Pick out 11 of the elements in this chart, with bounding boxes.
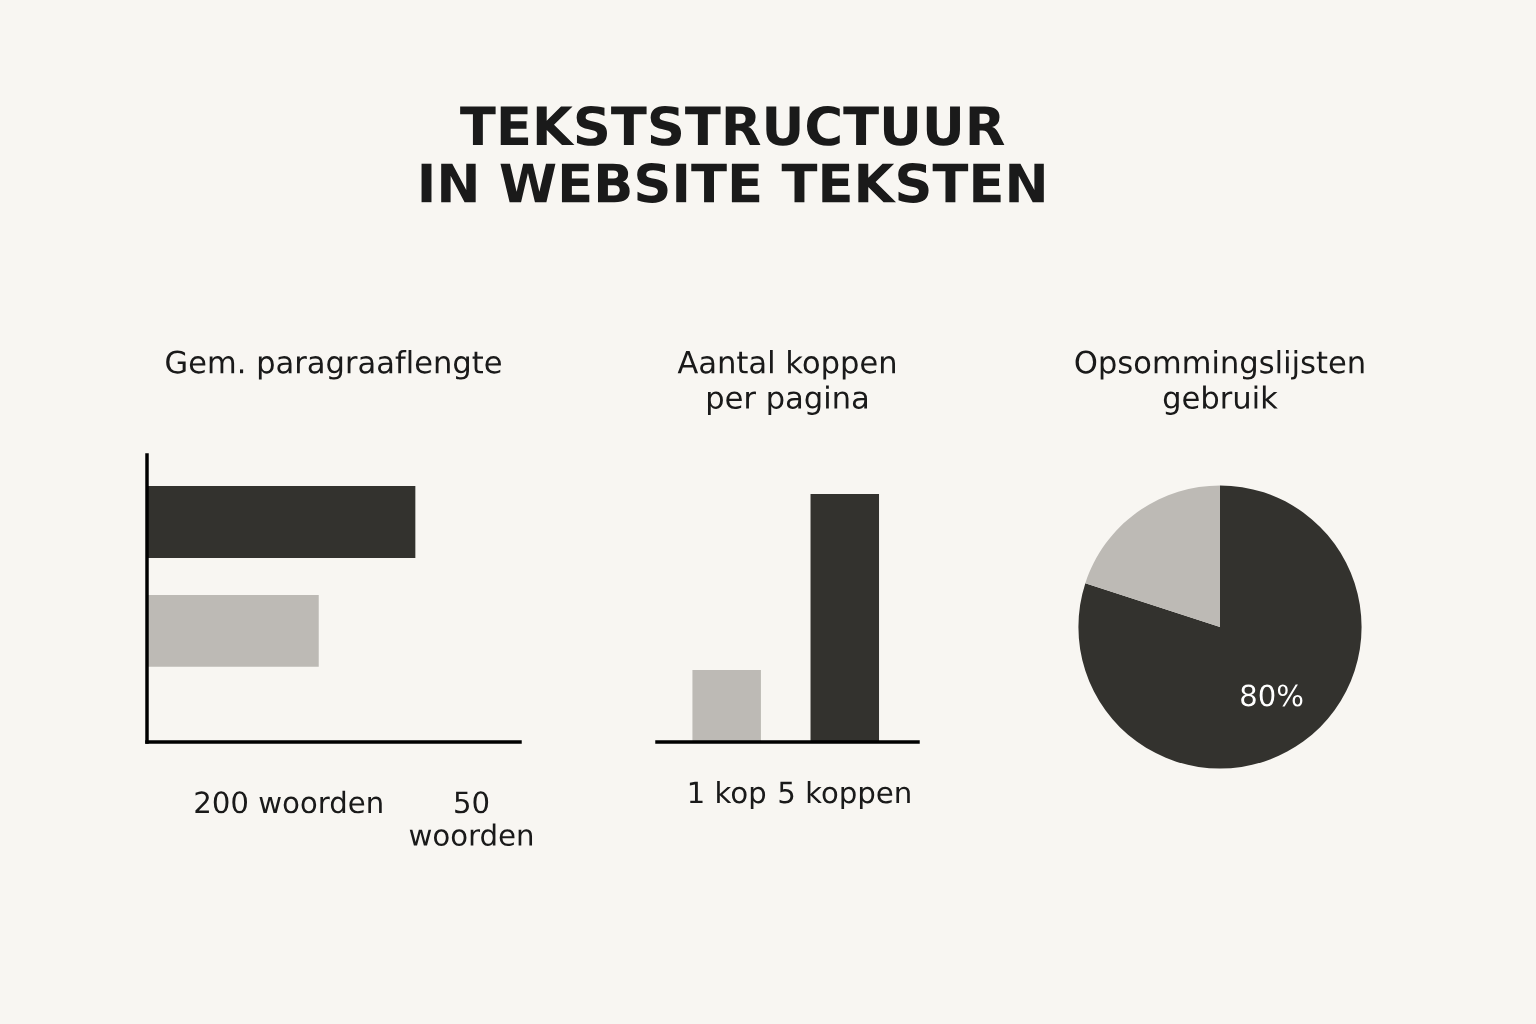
pie-slice	[1085, 485, 1220, 627]
text: 50 woorden	[409, 791, 533, 847]
data-label: 80%	[1241, 684, 1303, 707]
x-tick-label: 5 koppen	[779, 780, 910, 810]
pie-slice	[1078, 485, 1362, 769]
chart-subtitle: Opsommingslijsten gebruik	[1075, 350, 1364, 415]
chart-subtitle: Aantal koppen per pagina	[677, 350, 895, 415]
x-tick-label: 1 kop	[689, 780, 766, 810]
text: 200 woorden	[195, 790, 382, 814]
text: TEKSTSTRUCTUUR IN WEBSITE TEKSTEN	[421, 105, 1044, 203]
chart-subtitle: Gem. paragraaflengte	[166, 350, 501, 380]
